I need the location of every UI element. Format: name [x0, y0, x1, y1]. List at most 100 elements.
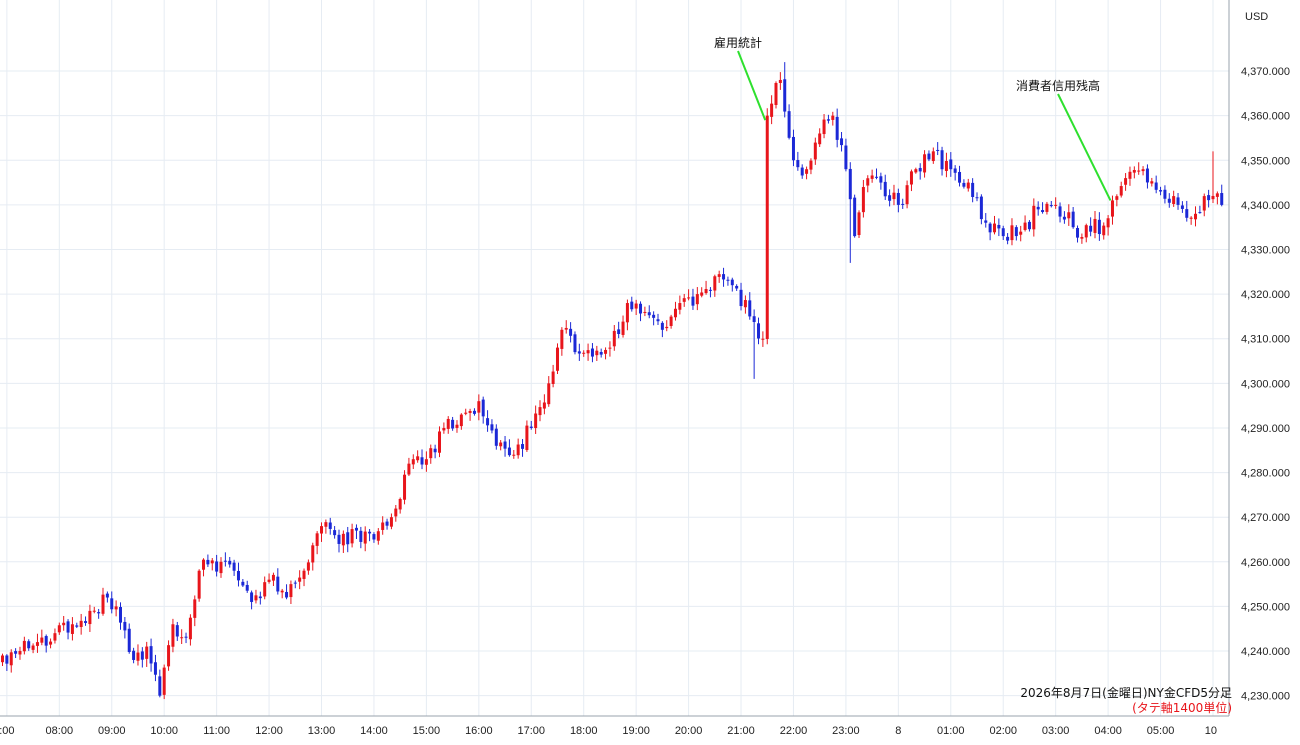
candle-body	[9, 652, 13, 666]
candle-body	[372, 534, 376, 540]
candle-body	[245, 584, 249, 591]
candle-body	[49, 641, 53, 645]
candle-body	[193, 599, 197, 618]
candle-body	[490, 424, 494, 431]
x-tick-label: 17:00	[518, 725, 546, 737]
x-axis-ticks[interactable]: :00 08:00 09:00 10:00 11:00 12:00 13:00 14:00 15…	[0, 725, 1217, 737]
candle-body	[826, 119, 830, 121]
candle-body	[293, 582, 297, 584]
candle-body	[752, 316, 756, 323]
candle-body	[739, 289, 743, 307]
x-tick-label: 05:00	[1147, 725, 1175, 737]
candle-body	[18, 651, 22, 655]
candle-body	[153, 662, 157, 675]
candle-body	[1180, 205, 1184, 209]
candle-body	[1176, 197, 1180, 205]
candle-body	[713, 276, 717, 291]
candle-body	[459, 414, 463, 427]
candle-body	[1202, 196, 1206, 211]
candle-body	[1023, 222, 1027, 230]
candle-body	[140, 651, 144, 660]
candle-body	[962, 182, 966, 187]
x-tick-label: 10	[1205, 725, 1217, 737]
candle-body	[110, 598, 114, 610]
candle-body	[114, 606, 118, 610]
candle-body	[250, 592, 254, 602]
x-tick-label: 11:00	[203, 725, 230, 737]
candle-body	[1102, 225, 1106, 236]
x-tick-label: 21:00	[727, 725, 755, 737]
candle-body	[14, 651, 18, 654]
candle-body	[149, 646, 153, 664]
candle-body	[1194, 213, 1198, 220]
candle-body	[123, 621, 127, 631]
candle-body	[271, 574, 275, 581]
y-tick-label: 4,360.000	[1241, 111, 1290, 123]
candle-body	[66, 621, 70, 633]
candle-body	[1010, 225, 1014, 241]
candle-body	[835, 116, 839, 140]
candle-body	[1172, 196, 1176, 205]
candle-body	[298, 577, 302, 582]
candle-body	[1207, 195, 1211, 201]
candle-body	[883, 181, 887, 197]
candle-body	[643, 311, 647, 313]
candle-body	[464, 412, 468, 414]
candle-body	[818, 133, 822, 145]
candle-body	[708, 289, 712, 291]
candle-body	[787, 111, 791, 138]
candle-body	[652, 314, 656, 318]
candle-body	[118, 607, 122, 623]
x-tick-label: 12:00	[255, 725, 283, 737]
x-tick-label: 23:00	[832, 725, 860, 737]
candle-body	[302, 570, 306, 579]
candle-body	[1049, 205, 1053, 207]
chart-caption-note: (タテ軸1400単位)	[1132, 700, 1232, 715]
candle-body	[276, 576, 280, 592]
candle-body	[1124, 178, 1128, 185]
candle-body	[984, 220, 988, 223]
candle-body	[254, 595, 258, 601]
candle-body	[551, 371, 555, 384]
candle-body	[761, 338, 765, 340]
candle-body	[743, 300, 747, 308]
candle-body	[844, 145, 848, 170]
candle-body	[1106, 218, 1110, 228]
candle-body	[770, 103, 774, 117]
candle-body	[1145, 168, 1149, 183]
candle-body	[499, 442, 503, 447]
candle-body	[1067, 212, 1071, 219]
candle-body	[1093, 218, 1097, 233]
y-tick-label: 4,310.000	[1241, 334, 1290, 346]
candle-body	[1115, 196, 1119, 200]
candle-body	[1019, 231, 1023, 235]
candle-body	[1062, 216, 1066, 220]
candle-body	[481, 399, 485, 417]
y-tick-label: 4,320.000	[1241, 289, 1290, 301]
candle-body	[512, 454, 516, 456]
candle-body	[555, 347, 559, 371]
candle-body	[241, 581, 245, 586]
x-tick-label: 13:00	[308, 725, 336, 737]
candle-body	[451, 419, 455, 429]
candle-body	[1032, 205, 1036, 230]
candle-body	[971, 182, 975, 198]
candle-body	[682, 298, 686, 302]
candle-body	[805, 169, 809, 174]
candle-body	[376, 531, 380, 541]
candle-body	[673, 308, 677, 318]
candle-body	[621, 321, 625, 335]
x-tick-label: 16:00	[465, 725, 493, 737]
x-tick-label: 10:00	[150, 725, 178, 737]
candle-body	[534, 413, 538, 429]
candle-body	[918, 167, 922, 172]
x-tick-label: 20:00	[675, 725, 703, 737]
candle-body	[1027, 221, 1031, 230]
y-axis-ticks[interactable]: 4,230.000 4,240.000 4,250.000 4,260.000 4,27…	[1241, 66, 1290, 703]
candle-body	[455, 424, 459, 428]
candle-body	[695, 294, 699, 305]
candle-body	[529, 426, 533, 428]
candle-body	[634, 303, 638, 309]
candle-body	[936, 149, 940, 151]
